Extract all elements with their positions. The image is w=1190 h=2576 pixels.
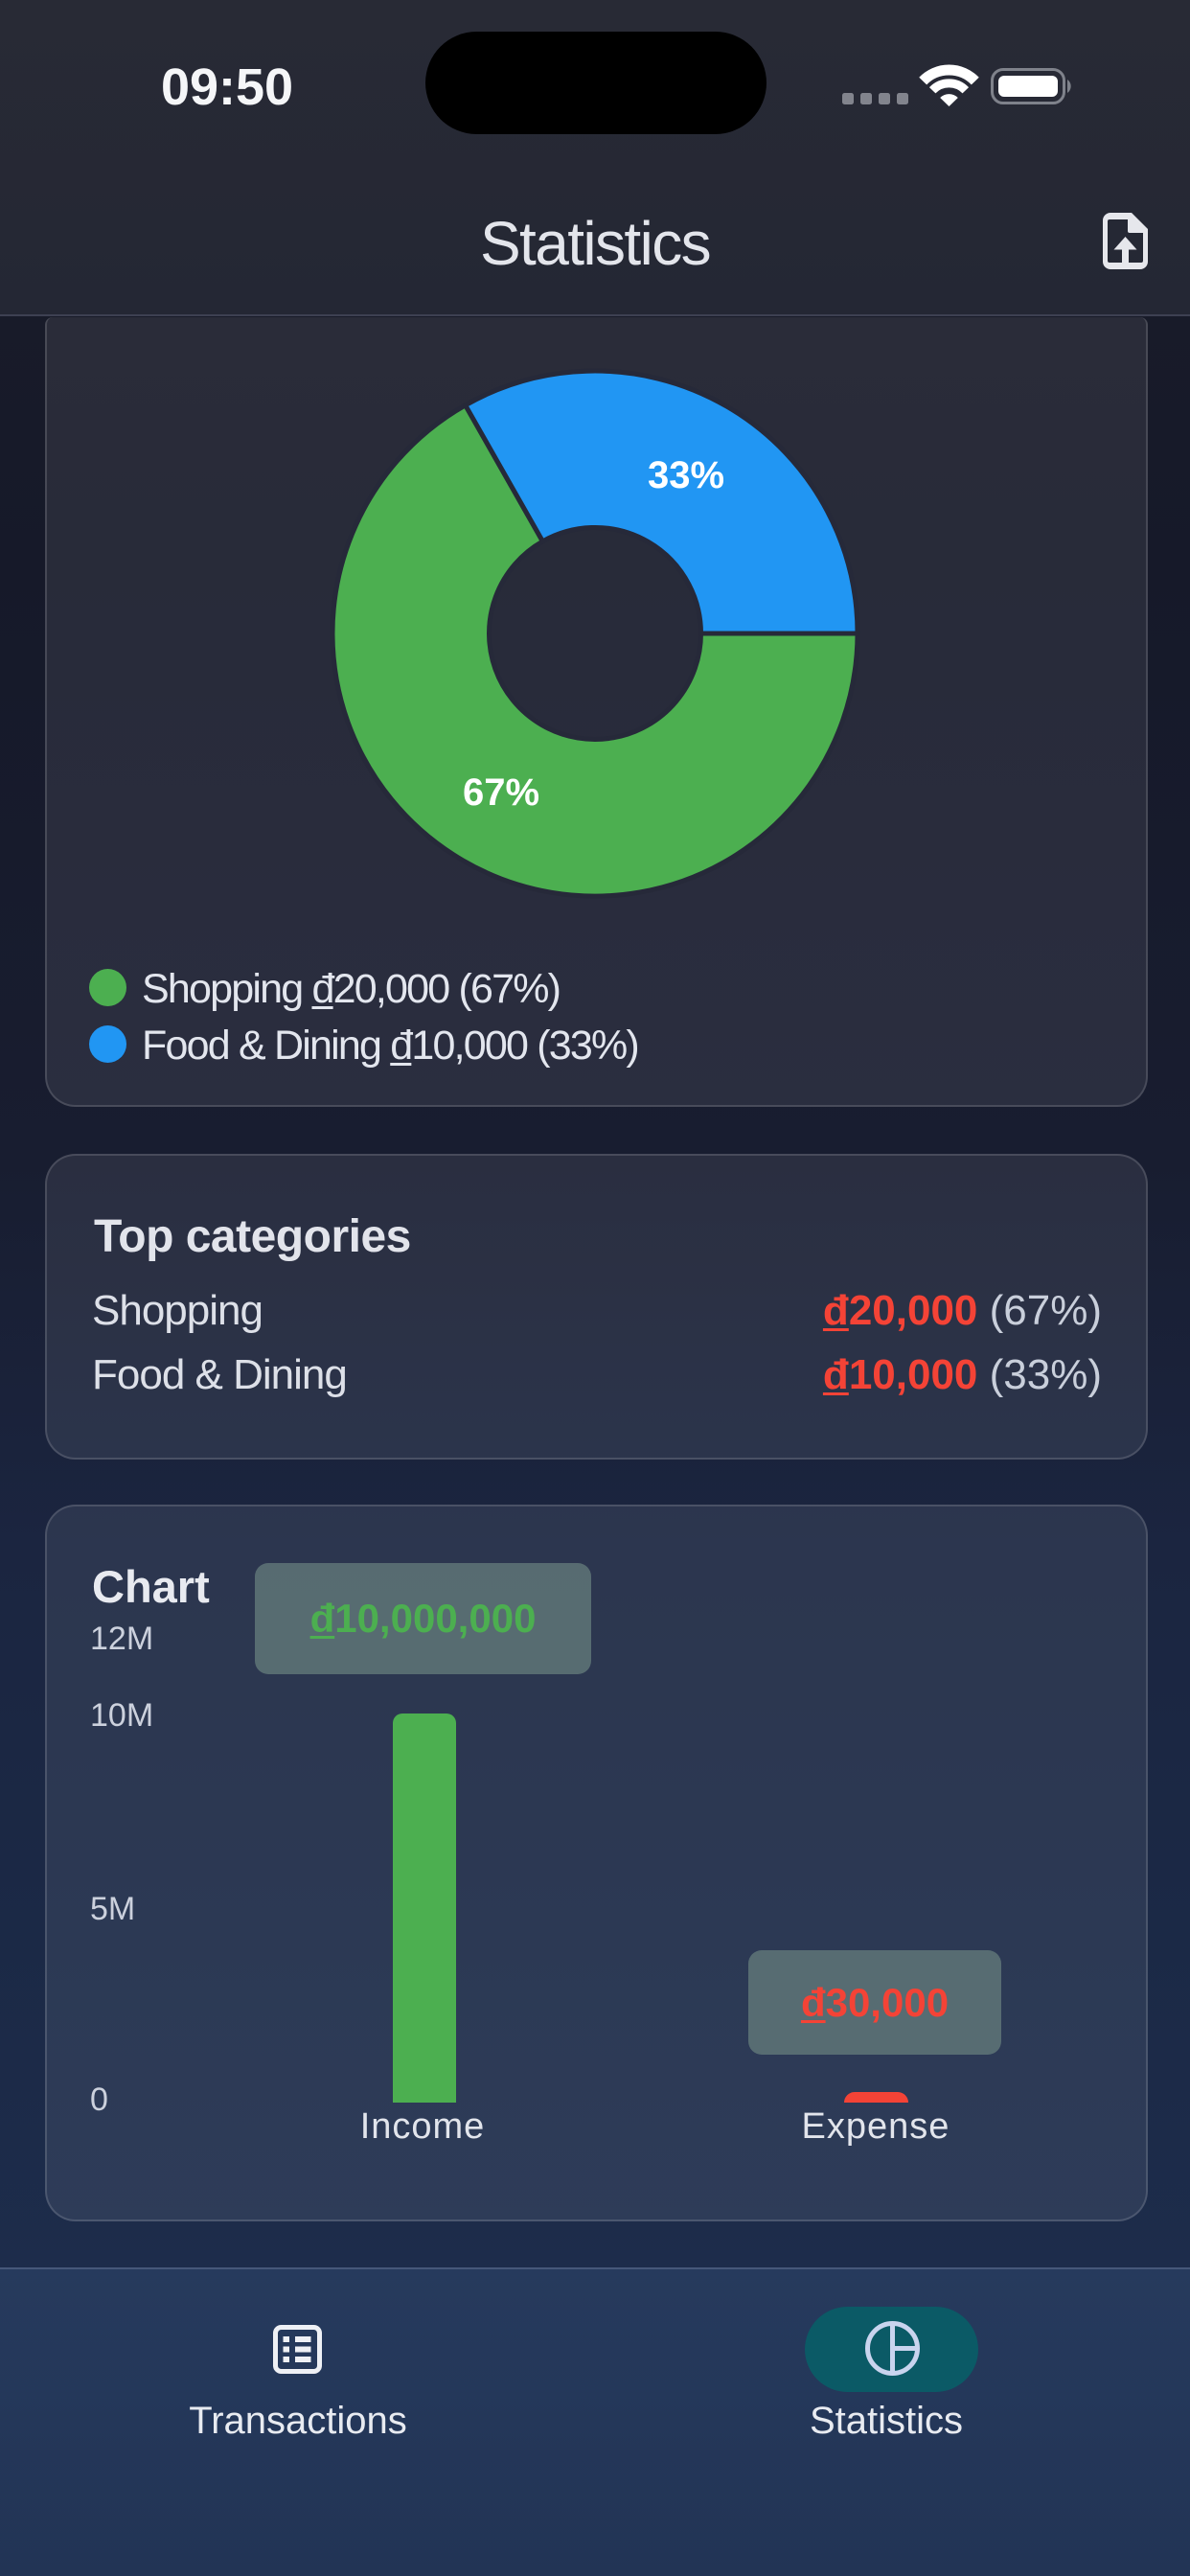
- svg-text:67%: 67%: [463, 771, 539, 814]
- svg-text:33%: 33%: [648, 454, 724, 496]
